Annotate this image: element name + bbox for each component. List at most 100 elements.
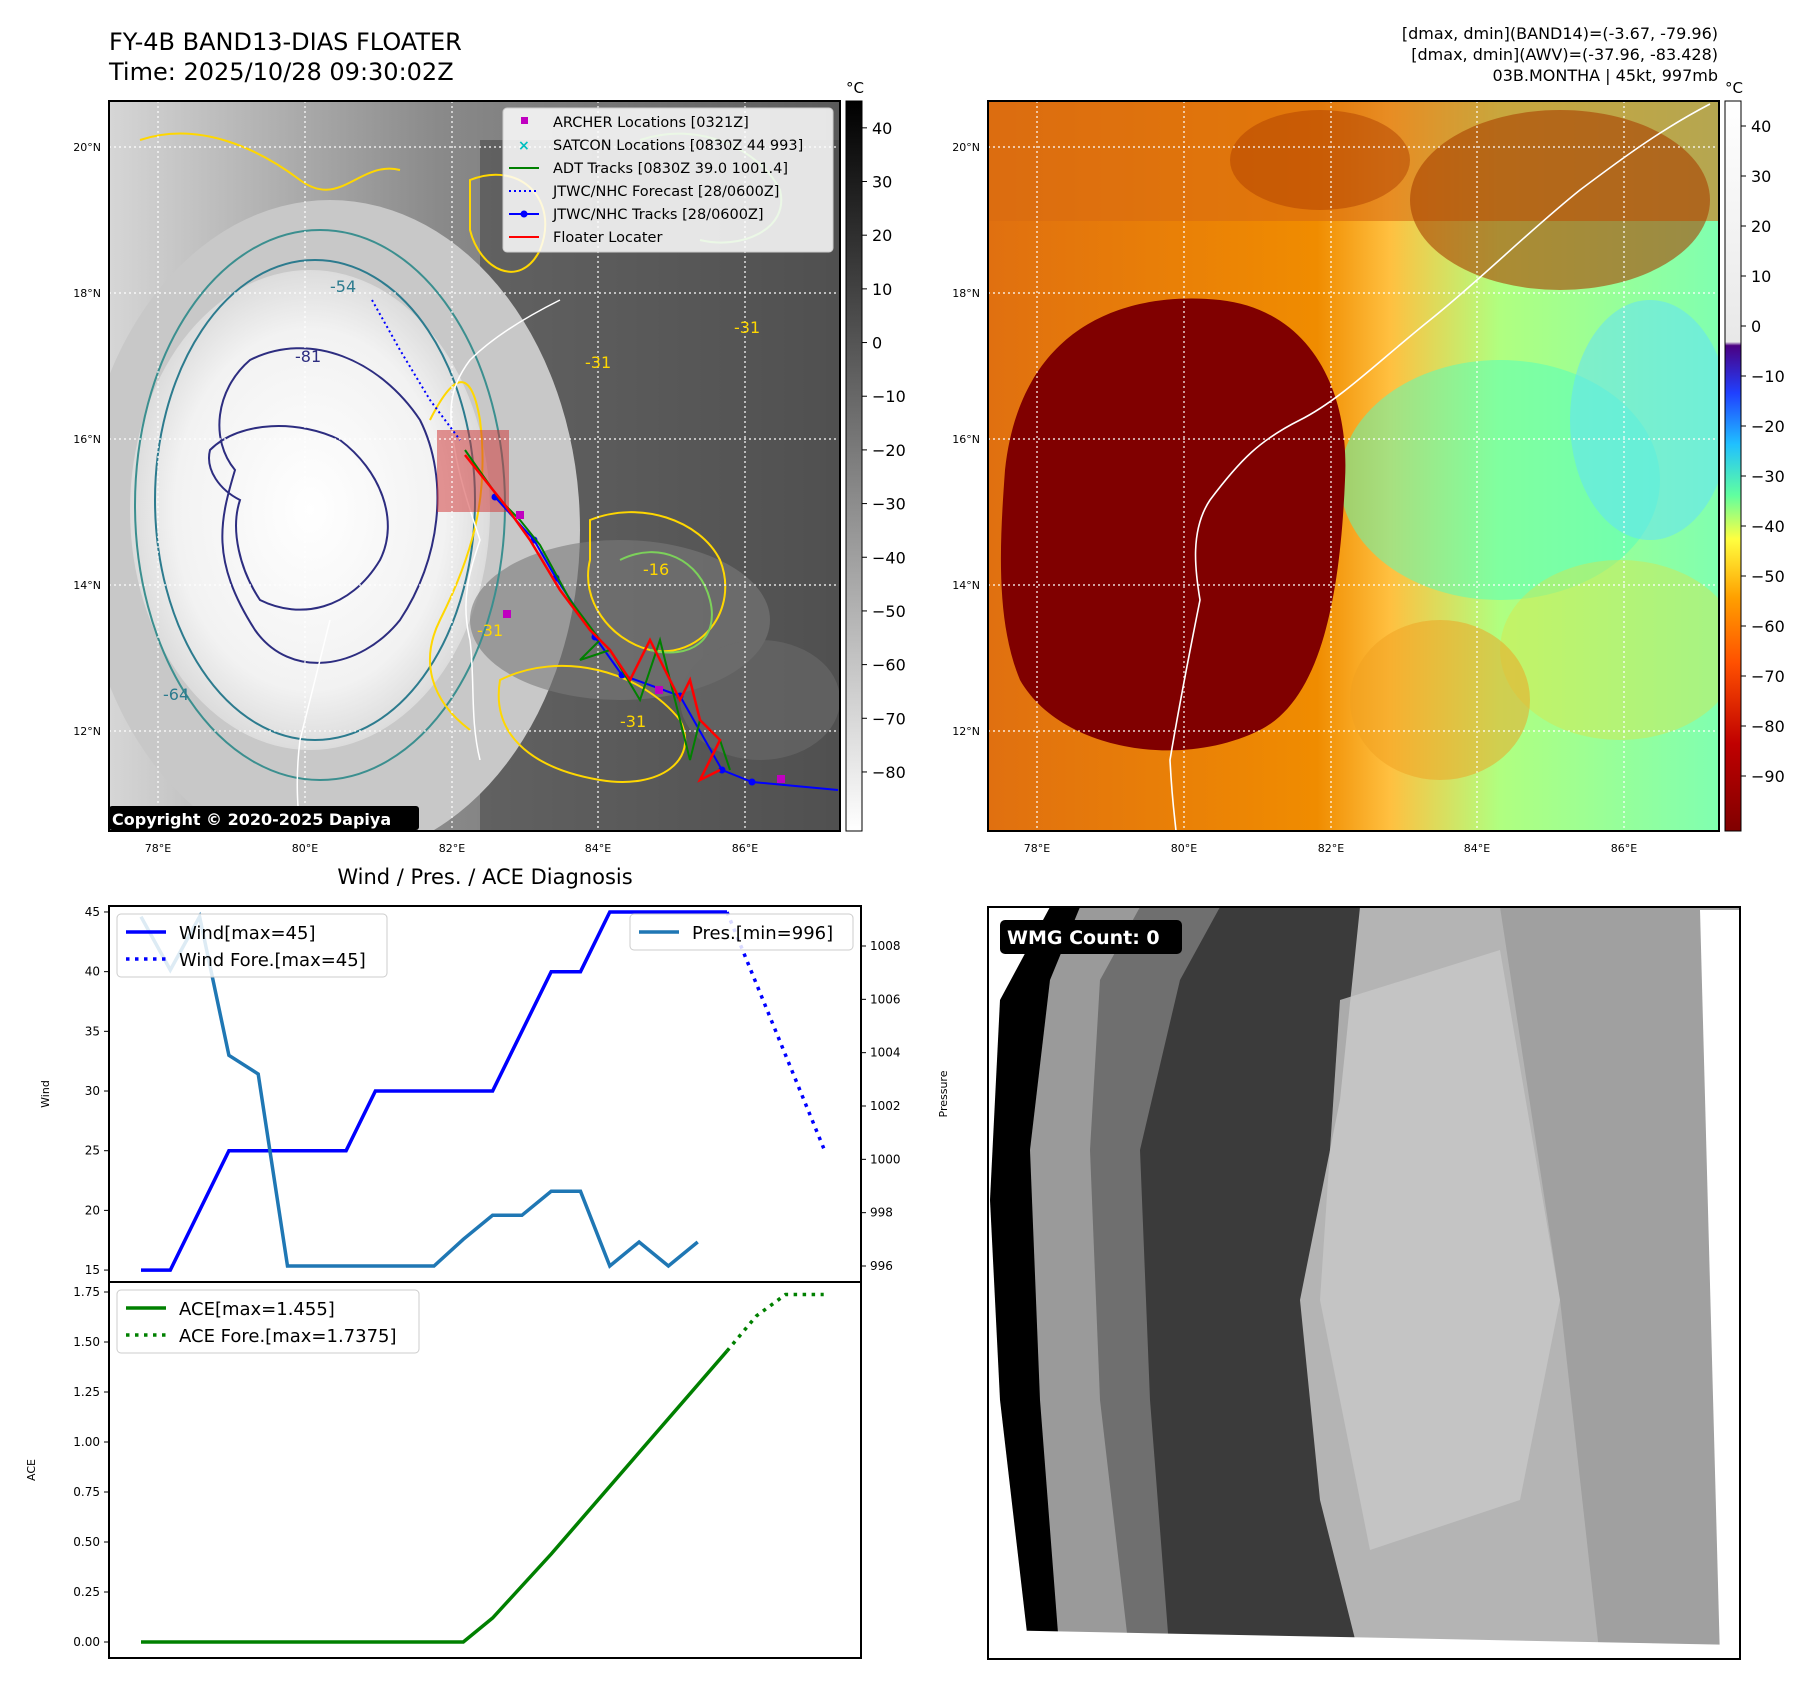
colorbar-tick-label: −10 <box>872 387 906 406</box>
lon-tick: 86°E <box>732 842 758 855</box>
ace-chart: 0.00 0.25 0.50 0.75 1.00 1.25 1.50 1.75 ACE ACE… <box>25 1281 862 1659</box>
ir-lon-labels: 78°E 80°E 82°E 84°E 86°E <box>145 842 758 855</box>
lat-tick: 20°N <box>952 141 980 154</box>
colorbar-tick-label: 0 <box>1751 317 1761 336</box>
legend-adt: ADT Tracks [0830Z 39.0 1001.4] <box>553 161 788 177</box>
colorbar-tick-label: 20 <box>872 226 892 245</box>
legend-archer: ARCHER Locations [0321Z] <box>553 115 749 131</box>
colorbar-tick-label: 40 <box>1751 117 1771 136</box>
y-tick-label: 1006 <box>870 992 901 1006</box>
ir-map-panel: -81 -64 -54 -31 -31 -31 -31 -16 ARCHER L… <box>73 79 906 855</box>
legend-ace-forecast: ACE Fore.[max=1.7375] <box>179 1326 397 1347</box>
storm-info: 03B.MONTHA | 45kt, 997mb <box>1493 66 1718 85</box>
lon-tick: 80°E <box>1171 842 1197 855</box>
y-tick-label: 1008 <box>870 939 901 953</box>
legend-wind-forecast: Wind Fore.[max=45] <box>179 950 366 971</box>
lat-tick: 18°N <box>73 287 101 300</box>
lon-tick: 78°E <box>145 842 171 855</box>
colorbar-tick-label: 10 <box>1751 267 1771 286</box>
contour-label: -16 <box>643 560 669 579</box>
awv-colorbar-unit: °C <box>1725 79 1743 97</box>
archer-points <box>503 511 785 783</box>
y-tick-label: 15 <box>85 1263 100 1277</box>
y-tick-label: 1000 <box>870 1152 901 1166</box>
colorbar-tick-label: 20 <box>1751 217 1771 236</box>
y-tick-label: 20 <box>85 1203 100 1217</box>
awv-lon-labels: 78°E 80°E 82°E 84°E 86°E <box>1024 842 1637 855</box>
contour-81 <box>218 347 439 664</box>
y-tick-label: 1.00 <box>73 1435 100 1449</box>
ir-colorbar-ticks: 40 30 20 10 0 −10 −20 −30 −40 −50 −60 −70 −80 <box>862 119 906 782</box>
ir-colorbar <box>845 100 863 832</box>
colorbar-tick-label: −40 <box>1751 517 1785 536</box>
archer-marker-icon <box>521 117 528 124</box>
lon-tick: 80°E <box>292 842 318 855</box>
ace-axis-label: ACE <box>25 1459 38 1481</box>
series-line <box>141 1349 729 1644</box>
lon-tick: 78°E <box>1024 842 1050 855</box>
satcon-marker-icon: × <box>518 138 530 154</box>
colorbar-tick-label: −60 <box>872 656 906 675</box>
wind-pressure-chart: 15 20 25 30 35 40 45 996 998 1000 1002 1004 1006 1008… <box>39 905 950 1283</box>
ir-lat-labels: 20°N 18°N 16°N 14°N 12°N <box>73 141 101 738</box>
colorbar-tick-label: −10 <box>1751 367 1785 386</box>
colorbar-tick-label: −20 <box>1751 417 1785 436</box>
y-tick-label: 0.50 <box>73 1535 100 1549</box>
colorbar-tick-label: −30 <box>872 495 906 514</box>
colorbar-tick-label: −60 <box>1751 617 1785 636</box>
band14-range: [dmax, dmin](BAND14)=(-3.67, -79.96) <box>1402 24 1718 43</box>
colorbar-tick-label: −50 <box>1751 567 1785 586</box>
pressure-legend: Pres.[min=996] <box>629 913 854 951</box>
floater-track <box>464 454 722 783</box>
lat-tick: 18°N <box>952 287 980 300</box>
awv-map-frame <box>987 100 1720 832</box>
ace-plot-area: 0.00 0.25 0.50 0.75 1.00 1.25 1.50 1.75 <box>73 1285 824 1649</box>
y-tick-label: 998 <box>870 1206 893 1220</box>
awv-map-panel: 20°N 18°N 16°N 14°N 12°N 78°E 80°E 82°E … <box>952 79 1785 855</box>
lon-tick: 82°E <box>439 842 465 855</box>
ir-map-frame <box>108 100 841 832</box>
colorbar-tick-label: −90 <box>1751 767 1785 786</box>
awv-gridlines <box>988 101 1719 831</box>
y-tick-label: 45 <box>85 905 100 919</box>
contour-label: -31 <box>620 712 646 731</box>
lat-tick: 16°N <box>952 433 980 446</box>
map-legend: ARCHER Locations [0321Z] × SATCON Locati… <box>502 107 834 253</box>
colorbar-tick-label: −30 <box>1751 467 1785 486</box>
colorbar-tick-label: 30 <box>872 173 892 192</box>
colorbar-tick-label: −70 <box>872 709 906 728</box>
colorbar-tick-label: 30 <box>1751 167 1771 186</box>
lat-tick: 14°N <box>73 579 101 592</box>
lat-tick: 16°N <box>73 433 101 446</box>
awv-coastline <box>1169 103 1711 831</box>
colorbar-tick-label: −80 <box>872 763 906 782</box>
y-tick-label: 35 <box>85 1024 100 1038</box>
y-tick-label: 30 <box>85 1084 100 1098</box>
awv-dry-core <box>1000 298 1346 751</box>
y-tick-label: 0.75 <box>73 1485 100 1499</box>
copyright-badge <box>109 806 419 830</box>
legend-ace: ACE[max=1.455] <box>179 1299 335 1320</box>
legend-wind: Wind[max=45] <box>179 923 316 944</box>
wind-legend: Wind[max=45] Wind Fore.[max=45] <box>116 913 388 978</box>
wmg-count-badge <box>1000 920 1182 954</box>
colorbar-tick-label: 0 <box>872 334 882 353</box>
lon-tick: 84°E <box>585 842 611 855</box>
wmg-panel: WMG Count: 0 <box>987 906 1741 1660</box>
colorbar-tick-label: −20 <box>872 441 906 460</box>
colorbar-tick-label: −50 <box>872 602 906 621</box>
awv-range: [dmax, dmin](AWV)=(-37.96, -83.428) <box>1411 45 1718 64</box>
y-tick-label: 40 <box>85 965 100 979</box>
lat-tick: 12°N <box>952 725 980 738</box>
legend-track: JTWC/NHC Tracks [28/0600Z] <box>552 207 764 223</box>
series-line <box>725 1292 824 1353</box>
lon-tick: 84°E <box>1464 842 1490 855</box>
lon-tick: 86°E <box>1611 842 1637 855</box>
y-tick-label: 1.25 <box>73 1385 100 1399</box>
series-line <box>139 911 699 1269</box>
copyright-text: Copyright © 2020-2025 Dapiya <box>112 810 391 829</box>
y-tick-label: 0.00 <box>73 1635 100 1649</box>
legend-forecast: JTWC/NHC Forecast [28/0600Z] <box>552 184 779 200</box>
wind-axis-label: Wind <box>39 1080 52 1108</box>
